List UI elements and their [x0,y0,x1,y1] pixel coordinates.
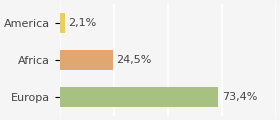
Text: 24,5%: 24,5% [116,55,151,65]
Bar [60,87,218,107]
Bar [60,13,65,33]
Text: 2,1%: 2,1% [68,18,96,28]
Text: 73,4%: 73,4% [222,92,257,102]
Bar [60,50,113,70]
